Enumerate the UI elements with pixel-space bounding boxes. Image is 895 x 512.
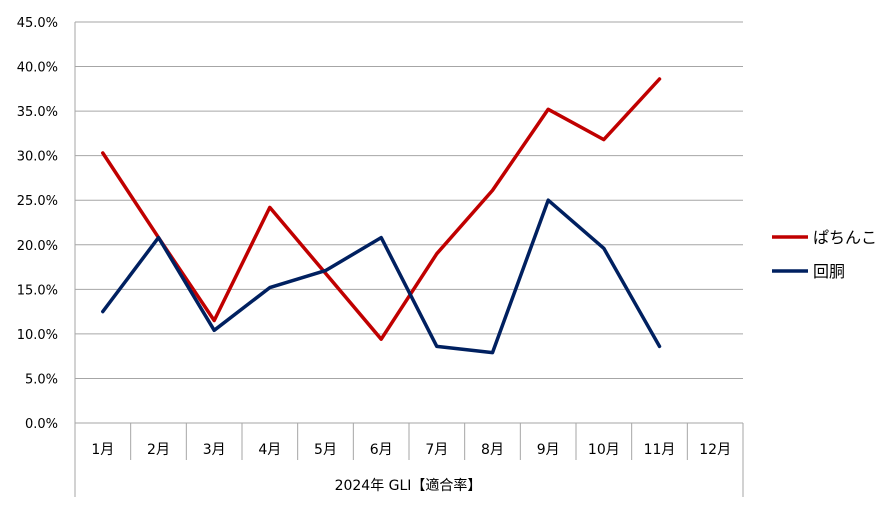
x-category-label: 4月 <box>258 442 281 458</box>
y-tick-label: 25.0% <box>17 194 58 209</box>
legend-label: ぱちんこ <box>813 228 877 247</box>
x-category-labels: 1月 2月 3月 4月 5月 6月 7月 8月 9月 10月 11月 12月 <box>91 442 731 458</box>
y-tick-labels: 0.0% 5.0% 10.0% 15.0% 20.0% 25.0% 30.0% 35.0% 40… <box>17 16 58 432</box>
series-line <box>101 198 662 355</box>
x-category-label: 7月 <box>425 442 448 458</box>
x-category-label: 12月 <box>699 442 731 458</box>
y-tick-label: 5.0% <box>25 372 58 387</box>
x-category-label: 2月 <box>147 442 170 458</box>
y-tick-label: 40.0% <box>17 61 58 76</box>
legend-label: 回胴 <box>813 262 845 281</box>
series-lines <box>101 77 662 355</box>
x-category-label: 3月 <box>203 442 226 458</box>
axes <box>74 22 744 497</box>
x-category-label: 9月 <box>537 442 560 458</box>
x-category-label: 1月 <box>91 442 114 458</box>
x-category-label: 5月 <box>314 442 337 458</box>
gridlines <box>75 21 743 424</box>
x-category-label: 11月 <box>644 442 676 458</box>
y-tick-label: 0.0% <box>25 417 58 432</box>
series-line <box>101 77 662 341</box>
y-tick-label: 30.0% <box>17 150 58 165</box>
x-category-label: 8月 <box>481 442 504 458</box>
x-axis-title: 2024年 GLI【適合率】 <box>335 477 482 494</box>
y-tick-label: 45.0% <box>17 16 58 31</box>
y-tick-label: 35.0% <box>17 105 58 120</box>
x-category-label: 10月 <box>588 442 620 458</box>
y-tick-label: 20.0% <box>17 239 58 254</box>
x-category-label: 6月 <box>370 442 393 458</box>
y-tick-label: 10.0% <box>17 328 58 343</box>
y-tick-label: 15.0% <box>17 283 58 298</box>
